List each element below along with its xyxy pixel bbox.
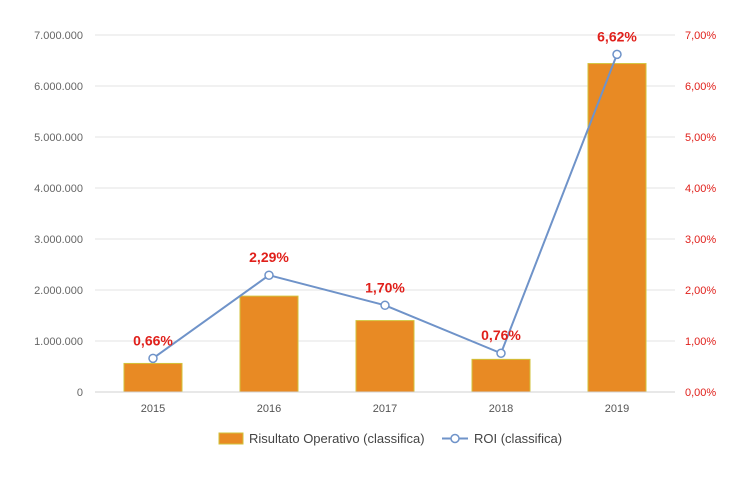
roi-data-label: 0,66% [133,332,173,348]
y-right-tick-label: 7,00% [685,30,716,42]
grid-layer [95,34,675,342]
bar [471,358,531,393]
legend-line-marker [450,433,460,444]
legend-bar-label: Risultato Operativo (classifica) [249,431,425,446]
legend: Risultato Operativo (classifica) ROI (cl… [218,431,562,446]
x-tick-label: 2016 [257,403,281,415]
roi-point [148,353,158,364]
legend-bar-swatch [218,432,244,445]
y-left-tick-label: 7.000.000 [34,30,83,42]
roi-point [612,49,622,60]
roi-point [264,270,274,280]
y-right-tick-label: 2,00% [685,285,716,297]
roi-line [152,54,618,360]
y-left-tick-label: 6.000.000 [34,81,83,93]
bar-series [123,63,647,393]
y-right-tick-label: 1,00% [685,336,716,348]
roi-data-label: 2,29% [249,249,289,265]
roi-data-label: 0,76% [481,327,521,343]
bar [123,362,183,393]
bar [355,320,415,393]
y-right-tick-label: 0,00% [685,387,716,399]
y-left-tick-label: 3.000.000 [34,234,83,246]
roi-data-label: 6,62% [597,28,637,44]
y-right-tick-label: 5,00% [685,132,716,144]
y-right-tick-label: 6,00% [685,81,716,93]
right-axis: 0,00% 1,00% 2,00% 3,00% 4,00% 5,00% 6,00% 7,00% [685,30,716,399]
y-left-tick-label: 4.000.000 [34,183,83,195]
y-left-tick-label: 5.000.000 [34,132,83,144]
y-left-tick-label: 2.000.000 [34,285,83,297]
y-left-tick-label: 0 [77,387,83,399]
legend-line-label: ROI (classifica) [474,431,562,446]
bar [239,295,299,393]
left-axis: 0 1.000.000 2.000.000 3.000.000 4.000.000 5.0… [34,30,83,399]
y-right-tick-label: 3,00% [685,234,716,246]
x-tick-label: 2019 [605,403,629,415]
roi-point [496,348,506,358]
roi-data-label: 1,70% [365,279,405,295]
x-tick-label: 2015 [141,403,165,415]
data-labels: 0,66% 2,29% 1,70% 0,76% 6,62% [133,28,637,348]
y-left-tick-label: 1.000.000 [34,336,83,348]
x-tick-label: 2018 [489,403,513,415]
x-axis: 2015 2016 2017 2018 2019 [95,391,675,415]
roi-point [380,300,390,311]
bar [587,63,647,393]
line-series [148,49,622,364]
y-right-tick-label: 4,00% [685,183,716,195]
x-tick-label: 2017 [373,403,397,415]
